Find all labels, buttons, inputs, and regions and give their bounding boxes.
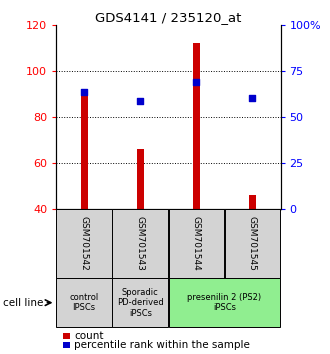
Bar [169, 278, 280, 327]
Bar [113, 209, 168, 278]
Text: Sporadic
PD-derived
iPSCs: Sporadic PD-derived iPSCs [117, 288, 164, 318]
Bar [56, 278, 112, 327]
Bar [225, 209, 280, 278]
Bar [169, 209, 224, 278]
Bar [56, 209, 112, 278]
Bar [81, 92, 87, 209]
Point [138, 98, 143, 104]
Text: count: count [74, 331, 104, 341]
Title: GDS4141 / 235120_at: GDS4141 / 235120_at [95, 11, 242, 24]
Text: GSM701543: GSM701543 [136, 216, 145, 271]
Point [194, 80, 199, 85]
Bar [249, 195, 256, 209]
Text: control
IPSCs: control IPSCs [70, 293, 99, 312]
Bar [193, 43, 200, 209]
Text: cell line: cell line [3, 298, 44, 308]
Bar [113, 278, 168, 327]
Text: percentile rank within the sample: percentile rank within the sample [74, 340, 250, 350]
Text: GSM701545: GSM701545 [248, 216, 257, 271]
Text: presenilin 2 (PS2)
iPSCs: presenilin 2 (PS2) iPSCs [187, 293, 261, 312]
Bar [137, 149, 144, 209]
Text: GSM701542: GSM701542 [80, 216, 89, 271]
Point [82, 89, 87, 95]
Point [250, 96, 255, 101]
Text: GSM701544: GSM701544 [192, 216, 201, 271]
